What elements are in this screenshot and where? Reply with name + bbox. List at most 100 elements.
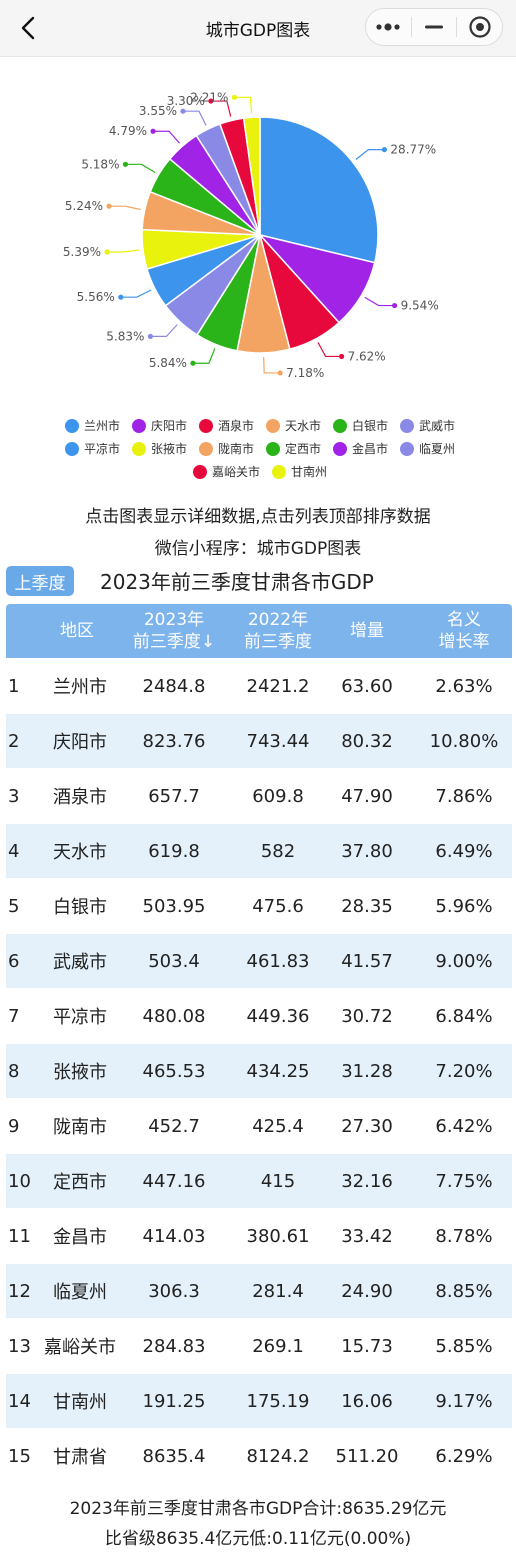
previous-quarter-button[interactable]: 上季度: [6, 566, 74, 596]
legend-item[interactable]: 张掖市: [131, 440, 187, 457]
gdp-2022-cell: 461.83: [246, 950, 310, 972]
mini-program-capsule: [365, 8, 503, 46]
table-row[interactable]: 8 张掖市 465.53 434.25 31.28 7.20%: [6, 1044, 512, 1098]
page-title: 城市GDP图表: [205, 21, 311, 41]
pie-slice[interactable]: [259, 116, 379, 264]
table-row[interactable]: 6 武威市 503.4 461.83 41.57 9.00%: [6, 934, 512, 988]
increase-cell: 33.42: [341, 1225, 393, 1247]
table-row[interactable]: 11 金昌市 414.03 380.61 33.42 8.78%: [6, 1209, 512, 1263]
pie-leader-line: [183, 110, 207, 126]
close-button[interactable]: [457, 9, 502, 45]
more-button[interactable]: [366, 9, 411, 45]
legend-swatch: [192, 464, 207, 479]
legend-item[interactable]: 陇南市: [198, 440, 254, 457]
growth-rate-cell: 5.85%: [435, 1335, 493, 1357]
header-2022[interactable]: 2022年 前三季度: [228, 604, 328, 658]
table-row[interactable]: 3 酒泉市 657.7 609.8 47.90 7.86%: [6, 769, 512, 823]
legend-item[interactable]: 酒泉市: [198, 417, 254, 434]
legend-item[interactable]: 金昌市: [333, 440, 388, 457]
legend-item[interactable]: 武威市: [400, 417, 455, 434]
legend-item[interactable]: 庆阳市: [131, 417, 187, 434]
gdp-2023-cell: 452.7: [148, 1115, 200, 1137]
growth-rate-cell: 7.20%: [435, 1060, 493, 1082]
pie-leader-dot: [180, 108, 186, 114]
pie-legend: 兰州市 庆阳市 酒泉市 天水市 白银市 武威市平凉市 张掖市 陇南市 定西市 金昌市 临夏州嘉峪关市…: [30, 414, 490, 483]
legend-label: 兰州市: [83, 419, 120, 433]
legend-item[interactable]: 嘉峪关市: [192, 463, 260, 480]
rank-cell: 1: [8, 675, 20, 697]
gdp-2022-cell: 415: [260, 1170, 296, 1192]
table-row[interactable]: 9 陇南市 452.7 425.4 27.30 6.42%: [6, 1099, 512, 1153]
rank-cell: 3: [8, 785, 20, 807]
legend-swatch: [198, 441, 213, 456]
pie-data-label: 5.24%: [65, 199, 103, 213]
region-cell: 陇南市: [53, 1117, 107, 1138]
table-row[interactable]: 13 嘉峪关市 284.83 269.1 15.73 5.85%: [6, 1319, 512, 1373]
legend-item[interactable]: 临夏州: [400, 440, 455, 457]
table-row[interactable]: 5 白银市 503.95 475.6 28.35 5.96%: [6, 879, 512, 933]
legend-swatch: [333, 418, 348, 433]
gdp-2023-cell: 657.7: [148, 785, 200, 807]
legend-label: 临夏州: [419, 442, 456, 456]
table-row[interactable]: 14 甘南州 191.25 175.19 16.06 9.17%: [6, 1374, 512, 1428]
table-row[interactable]: 1 兰州市 2484.8 2421.2 63.60 2.63%: [6, 659, 512, 713]
rank-cell: 2: [8, 730, 20, 752]
pie-data-label: 7.62%: [348, 349, 386, 363]
rank-cell: 9: [8, 1115, 20, 1137]
gdp-pie-chart[interactable]: 28.77% 9.54% 7.62% 7.18% 5.84% 5.83% 5.56% 5.39…: [0, 56, 516, 406]
header-region-label: 地区: [60, 621, 94, 641]
table-row[interactable]: 10 定西市 447.16 415 32.16 7.75%: [6, 1154, 512, 1208]
header-growth[interactable]: 名义 增长率: [424, 604, 504, 658]
increase-cell: 15.73: [341, 1335, 393, 1357]
header-2023[interactable]: 2023年 前三季度↓: [124, 604, 224, 658]
sort-down-icon: ↓: [200, 632, 216, 652]
pie-data-label: 5.39%: [63, 245, 101, 259]
legend-label: 平凉市: [83, 442, 120, 456]
gdp-2023-cell: 465.53: [142, 1060, 206, 1082]
legend-item[interactable]: 平凉市: [64, 440, 120, 457]
increase-cell: 37.80: [341, 840, 393, 862]
table-row[interactable]: 15 甘肃省 8635.4 8124.2 511.20 6.29%: [6, 1429, 512, 1483]
capsule-divider: [456, 17, 458, 37]
increase-cell: 30.72: [341, 1005, 393, 1027]
gdp-2023-cell: 8635.4: [142, 1445, 206, 1467]
increase-cell: 511.20: [335, 1445, 399, 1467]
pie-leader-dot: [150, 128, 156, 134]
gdp-2023-cell: 2484.8: [142, 675, 206, 697]
header-increase[interactable]: 增量: [331, 604, 403, 658]
pie-data-label: 5.84%: [149, 356, 187, 370]
table-row[interactable]: 12 临夏州 306.3 281.4 24.90 8.85%: [6, 1264, 512, 1318]
growth-rate-cell: 7.75%: [435, 1170, 493, 1192]
legend-item[interactable]: 白银市: [333, 417, 388, 434]
pie-leader-dot: [118, 294, 124, 300]
header-region[interactable]: 地区: [42, 604, 112, 658]
region-cell: 天水市: [53, 842, 107, 863]
pie-leader-line: [153, 130, 181, 144]
back-button[interactable]: [12, 12, 44, 44]
legend-item[interactable]: 天水市: [266, 417, 321, 434]
legend-label: 金昌市: [352, 442, 389, 456]
mini-program-hint: 微信小程序：城市GDP图表: [154, 539, 362, 559]
region-cell: 甘肃省: [53, 1447, 107, 1468]
table-row[interactable]: 2 庆阳市 823.76 743.44 80.32 10.80%: [6, 714, 512, 768]
pie-data-label: 5.56%: [77, 290, 115, 304]
legend-item[interactable]: 兰州市: [64, 417, 120, 434]
legend-item[interactable]: 定西市: [266, 440, 321, 457]
increase-cell: 80.32: [341, 730, 393, 752]
gdp-2023-cell: 414.03: [142, 1225, 206, 1247]
pie-slice[interactable]: [242, 116, 261, 236]
legend-row: 兰州市 庆阳市 酒泉市 天水市 白银市 武威市: [30, 414, 490, 437]
table-row[interactable]: 4 天水市 619.8 582 37.80 6.49%: [6, 824, 512, 878]
pie-leader-line: [317, 342, 342, 358]
gdp-2023-cell: 447.16: [142, 1170, 206, 1192]
pie-leader-line: [355, 149, 385, 161]
pie-data-label: 28.77%: [390, 143, 436, 157]
gdp-2023-cell: 480.08: [142, 1005, 206, 1027]
region-cell: 庆阳市: [53, 732, 107, 753]
minimize-button[interactable]: [412, 9, 457, 45]
gdp-2023-cell: 823.76: [142, 730, 206, 752]
table-row[interactable]: 7 平凉市 480.08 449.36 30.72 6.84%: [6, 989, 512, 1043]
pie-leader-line: [210, 100, 232, 117]
legend-label: 天水市: [285, 419, 322, 433]
legend-item[interactable]: 甘南州: [272, 463, 327, 480]
